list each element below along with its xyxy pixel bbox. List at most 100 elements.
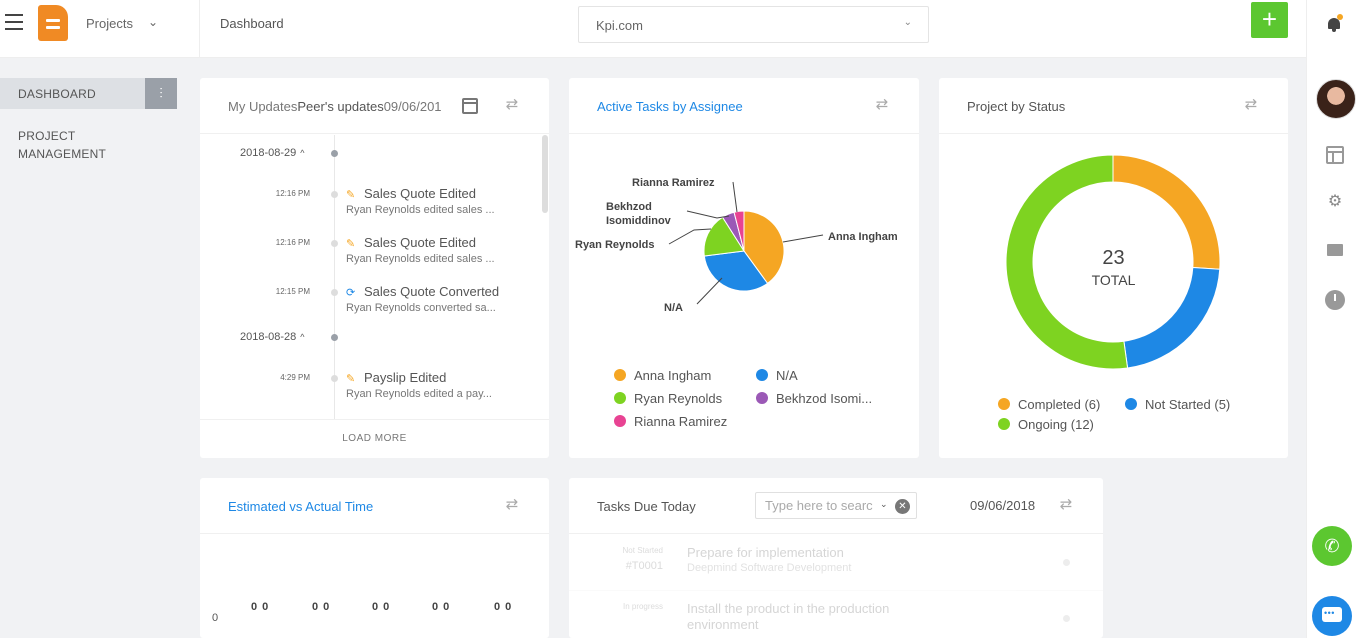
notification-dot (1337, 14, 1343, 20)
legend-label: Ryan Reynolds (634, 391, 723, 406)
notification-bell-icon[interactable] (1327, 14, 1343, 32)
legend-label: Rianna Ramirez (634, 414, 728, 429)
timeline-line (334, 135, 335, 419)
pie-label-bekhzod: Bekhzod Isomiddinov (606, 201, 671, 227)
card-title[interactable]: Estimated vs Actual Time (228, 499, 374, 514)
clear-icon[interactable]: ✕ (895, 499, 910, 514)
leader-line-rianna (732, 181, 738, 213)
timeline-dot (331, 375, 338, 382)
timeline-dot (331, 334, 338, 341)
leader-line-anna (782, 234, 824, 243)
sidebar-item-project-management[interactable]: PROJECT MANAGEMENT (18, 129, 107, 161)
mail-icon[interactable] (1326, 241, 1344, 259)
legend-item[interactable]: Bekhzod Isomi... (756, 391, 872, 406)
legend-swatch (998, 418, 1010, 430)
refresh-icon[interactable]: ⇄ (1059, 496, 1073, 513)
leader-line-bekhzod (686, 210, 730, 219)
breadcrumb: Dashboard (220, 16, 284, 31)
timeline-dot (331, 150, 338, 157)
event-description: Ryan Reynolds edited a pay... (346, 388, 492, 400)
company-select[interactable]: Kpi.com ⌄ (578, 6, 929, 43)
task-dot (1063, 615, 1070, 622)
clock-icon[interactable] (1325, 290, 1345, 310)
refresh-icon[interactable]: ⇄ (505, 96, 519, 113)
card-header: Tasks Due Today ⌄ ✕ 09/06/2018 ⇄ (569, 478, 1103, 534)
legend-item[interactable]: Anna Ingham (614, 368, 711, 383)
calendar-icon[interactable] (462, 98, 478, 114)
active-tasks-card: Active Tasks by Assignee ⇄ Anna Ingham N… (569, 78, 919, 458)
search-input[interactable] (765, 498, 873, 513)
status-donut-chart (1005, 154, 1221, 370)
updates-date[interactable]: 09/06/201 (383, 99, 442, 114)
donut-total-label: TOTAL (1091, 272, 1136, 288)
refresh-icon[interactable]: ⇄ (875, 96, 889, 113)
tab-peers-updates[interactable]: Peer's updates (297, 99, 384, 114)
slice-rianna-ramirez[interactable] (733, 210, 745, 252)
app-logo[interactable] (38, 5, 68, 41)
company-select-value: Kpi.com (596, 18, 643, 33)
edit-icon: ✎ (346, 189, 356, 201)
axis-zero-label: 0 (212, 612, 219, 624)
list-item[interactable]: ⟳ Sales Quote Converted Ryan Reynolds con… (346, 284, 536, 314)
add-button[interactable]: + (1251, 2, 1288, 38)
task-name: Install the product in the production en… (687, 601, 890, 632)
list-item[interactable]: ✎ Sales Quote Edited Ryan Reynolds edited… (346, 186, 536, 216)
scrollbar[interactable] (542, 135, 548, 213)
refresh-icon[interactable]: ⇄ (1244, 96, 1258, 113)
estimated-actual-card: Estimated vs Actual Time ⇄ 0 0 0 0 0 0 0… (200, 478, 549, 638)
project-status-card: Project by Status ⇄ 23 TOTAL Completed (… (939, 78, 1288, 458)
load-more-button[interactable]: LOAD MORE (200, 419, 549, 458)
leader-line-na (696, 277, 723, 305)
pie-label-ryan: Ryan Reynolds (575, 239, 655, 251)
legend-item[interactable]: Ongoing (12) (998, 417, 1094, 432)
slice-n-a[interactable] (703, 250, 769, 292)
legend-label: Completed (6) (1018, 397, 1101, 412)
legend-item[interactable]: Completed (6) (998, 397, 1100, 412)
task-search[interactable]: ⌄ ✕ (755, 492, 917, 519)
leader-line-ryan (668, 228, 712, 245)
table-row[interactable]: In progress Install the product in the p… (569, 591, 1103, 638)
timeline-date-label: 2018-08-28 (240, 331, 297, 343)
legend-swatch (756, 369, 768, 381)
projects-dropdown[interactable]: Projects ⌄ (86, 15, 158, 31)
tasks-due-card: Tasks Due Today ⌄ ✕ 09/06/2018 ⇄ Not Sta… (569, 478, 1103, 638)
chevron-down-icon[interactable]: ⌄ (880, 499, 888, 509)
sidebar-item-dashboard[interactable]: DASHBOARD ⫶ (0, 78, 177, 109)
layout-icon[interactable] (1326, 146, 1344, 164)
slice-ryan-reynolds[interactable] (703, 216, 745, 257)
chevron-down-icon: ⌄ (903, 17, 912, 28)
legend-item[interactable]: N/A (756, 368, 798, 383)
filter-sliders-icon[interactable]: ⫶ (145, 78, 177, 109)
task-number: #T0001 (625, 560, 663, 572)
chevron-down-icon: ⌄ (148, 15, 159, 29)
list-item[interactable]: ✎ Payslip Edited Ryan Reynolds edited a p… (346, 370, 536, 400)
slice-anna-ingham[interactable] (743, 210, 785, 285)
timeline-date[interactable]: 2018-08-28 ^ (240, 331, 305, 343)
edit-icon: ✎ (346, 373, 356, 385)
timeline-date[interactable]: 2018-08-29 ^ (240, 147, 305, 159)
hamburger-menu-icon[interactable] (5, 14, 23, 30)
card-header: Project by Status ⇄ (939, 78, 1288, 134)
refresh-icon[interactable]: ⇄ (505, 496, 519, 513)
bar-value-label: 0 0 (494, 601, 513, 613)
tab-my-updates[interactable]: My Updates (228, 99, 298, 114)
bar-value-label: 0 0 (372, 601, 391, 613)
table-row[interactable]: Not Started #T0001 Prepare for implement… (569, 535, 1103, 591)
legend-item[interactable]: Not Started (5) (1125, 397, 1230, 412)
tasks-date[interactable]: 09/06/2018 (970, 498, 1036, 513)
legend-swatch (614, 392, 626, 404)
phone-icon[interactable]: ✆ (1312, 526, 1352, 566)
card-title[interactable]: Active Tasks by Assignee (597, 99, 743, 114)
legend-item[interactable]: Ryan Reynolds (614, 391, 722, 406)
slice-ongoing[interactable] (1005, 154, 1129, 370)
edit-icon: ✎ (346, 238, 356, 250)
gear-icon[interactable]: ⚙ (1327, 193, 1343, 210)
task-status: In progress (622, 602, 663, 611)
timeline-dot (331, 240, 338, 247)
legend-swatch (998, 398, 1010, 410)
list-item[interactable]: ✎ Sales Quote Edited Ryan Reynolds edited… (346, 235, 536, 265)
legend-item[interactable]: Rianna Ramirez (614, 414, 727, 429)
avatar[interactable] (1316, 79, 1356, 119)
sidebar-item-label: DASHBOARD (18, 87, 96, 101)
chat-icon[interactable] (1312, 596, 1352, 636)
